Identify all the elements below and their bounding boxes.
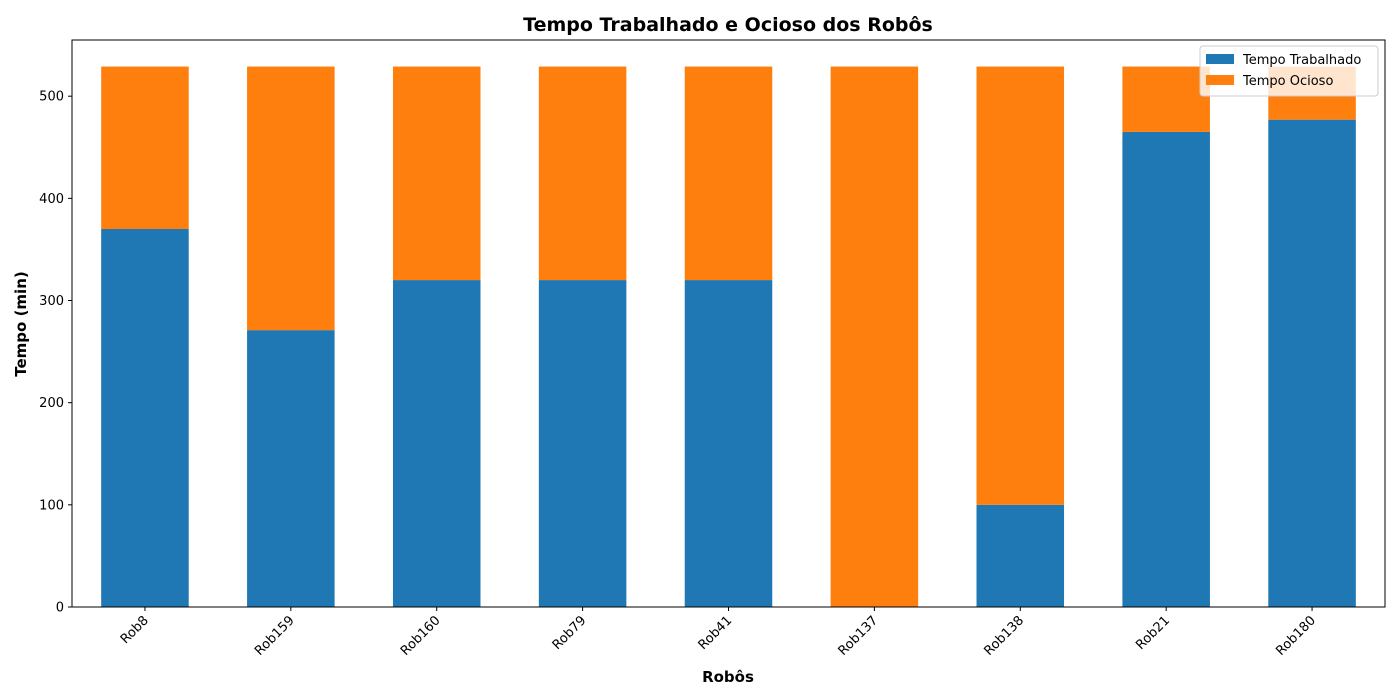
bar-idle-rob160	[392, 66, 481, 281]
x-tick-label: Rob159	[252, 613, 298, 659]
legend-label-idle: Tempo Ocioso	[1242, 74, 1333, 89]
x-tick-label: Rob41	[696, 613, 736, 653]
y-tick-label: 0	[56, 601, 64, 616]
y-tick-label: 400	[39, 192, 64, 207]
legend: Tempo Trabalhado Tempo Ocioso	[1199, 45, 1379, 97]
bar-worked-rob159	[247, 330, 335, 607]
bar-idle-rob159	[247, 66, 335, 331]
bar-worked-rob79	[538, 280, 627, 607]
bar-worked-rob21	[1122, 131, 1210, 607]
y-tick-label: 200	[39, 396, 64, 411]
y-tick-label: 300	[39, 294, 64, 309]
bar-idle-rob8	[101, 66, 189, 229]
chart-title: Tempo Trabalhado e Ocioso dos Robôs	[523, 14, 933, 36]
legend-swatch-worked	[1206, 54, 1234, 64]
y-tick-label: 500	[39, 90, 64, 105]
bar-worked-rob160	[392, 280, 481, 607]
bar-worked-rob8	[101, 229, 189, 607]
bar-worked-rob41	[684, 280, 773, 607]
legend-label-worked: Tempo Trabalhado	[1242, 53, 1361, 68]
legend-swatch-idle	[1206, 75, 1234, 85]
bar-idle-rob79	[538, 66, 627, 281]
bar-idle-rob138	[976, 66, 1065, 505]
x-tick-label: Rob137	[836, 613, 882, 659]
plot-area: 0 100 200 300 400 500 Rob8 Rob159 Rob160 Rob79 Rob…	[39, 39, 1386, 659]
x-tick-label: Rob8	[118, 613, 152, 647]
bar-worked-rob180	[1268, 119, 1356, 607]
bar-worked-rob138	[976, 504, 1065, 607]
x-tick-label: Rob138	[982, 613, 1028, 659]
x-tick-label: Rob79	[550, 613, 590, 653]
x-tick-label: Rob160	[398, 613, 444, 659]
legend-box	[1199, 45, 1379, 97]
y-axis-label: Tempo (min)	[12, 271, 30, 376]
bar-idle-rob137	[830, 66, 919, 607]
x-tick-label: Rob180	[1273, 613, 1319, 659]
bar-idle-rob21	[1122, 66, 1210, 132]
y-tick-label: 100	[39, 498, 64, 513]
bar-idle-rob41	[684, 66, 773, 281]
x-axis-label: Robôs	[702, 668, 754, 686]
x-tick-label: Rob21	[1133, 613, 1173, 653]
